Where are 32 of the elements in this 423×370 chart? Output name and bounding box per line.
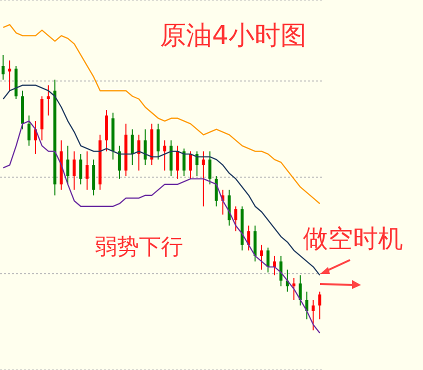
candlestick xyxy=(318,291,322,320)
candlestick xyxy=(66,145,70,185)
candlestick xyxy=(163,140,166,172)
candlestick xyxy=(305,291,308,320)
candlestick xyxy=(156,123,160,160)
candlestick xyxy=(247,225,250,251)
annotation: 弱势下行 xyxy=(95,234,183,262)
candlestick xyxy=(130,128,134,166)
candlestick xyxy=(86,150,89,190)
candlestick xyxy=(118,145,121,180)
candlestick xyxy=(272,255,276,276)
candlestick xyxy=(182,148,186,177)
candlestick xyxy=(27,115,30,146)
candlestick xyxy=(8,60,12,92)
candlestick xyxy=(202,150,205,207)
candlestick xyxy=(266,247,270,273)
candlestick xyxy=(312,299,315,331)
candlestick xyxy=(72,150,76,190)
candlestick xyxy=(292,277,296,300)
candlestick xyxy=(46,84,50,116)
candlestick xyxy=(188,150,192,180)
candlestick xyxy=(79,154,82,185)
chart-title: 原油4小时图 xyxy=(160,20,307,53)
candlestick xyxy=(234,206,238,232)
candlestick xyxy=(144,128,147,166)
annotation: 做空时机 xyxy=(303,223,403,255)
candlestick xyxy=(260,244,264,270)
candlestick xyxy=(208,150,212,185)
candlestick xyxy=(176,145,180,180)
candlestick xyxy=(279,255,282,287)
candlestick xyxy=(298,274,302,306)
candlestick xyxy=(2,54,5,80)
